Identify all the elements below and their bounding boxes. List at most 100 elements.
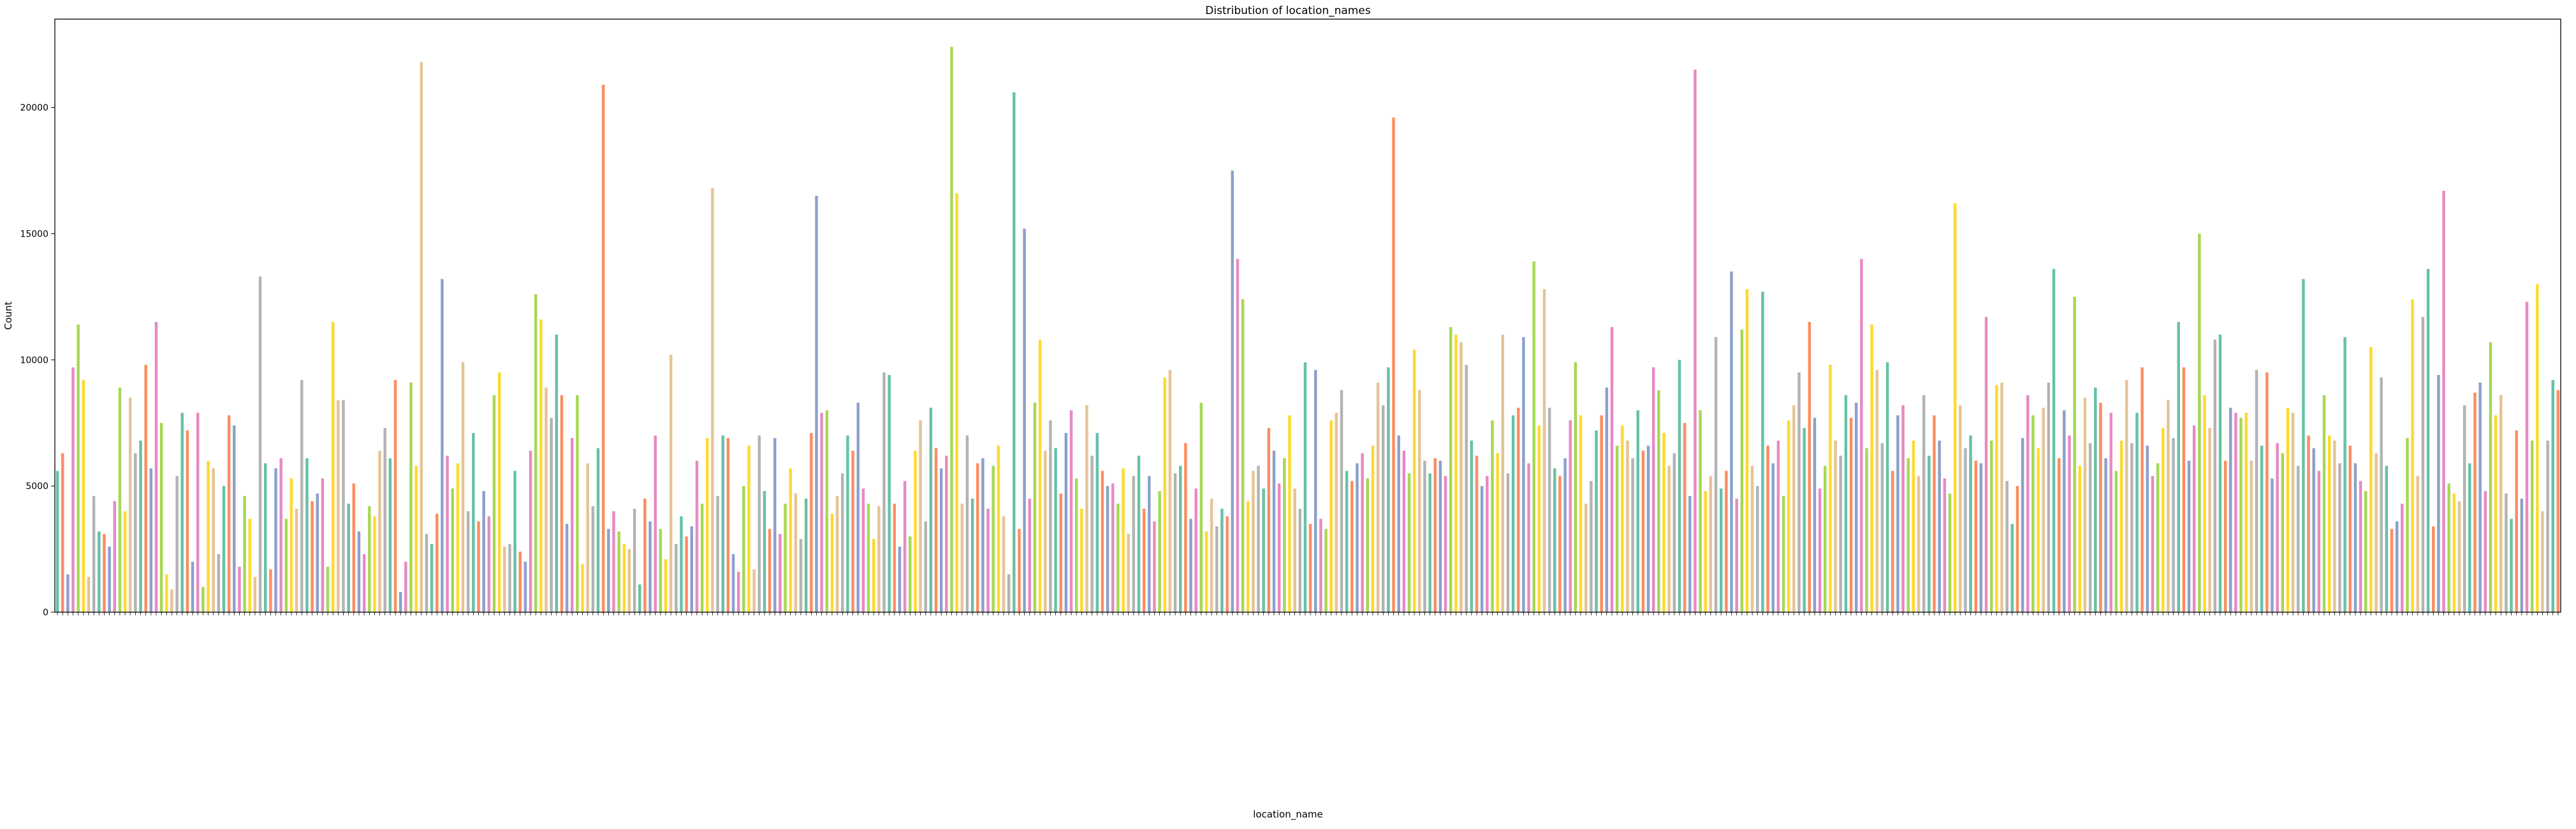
bar <box>2037 448 2040 612</box>
bar <box>139 440 142 612</box>
bar <box>1548 407 1551 612</box>
bar <box>622 544 626 612</box>
bars-group <box>55 47 2560 613</box>
bar <box>888 375 891 612</box>
bar <box>1750 466 1754 612</box>
bar <box>1173 473 1177 612</box>
bar <box>1038 339 1042 612</box>
bar <box>1651 367 1655 612</box>
bar <box>1314 370 1317 612</box>
bar <box>1803 428 1806 612</box>
bar <box>1277 483 1281 612</box>
bar <box>201 587 205 612</box>
bar <box>1782 495 1785 612</box>
bar <box>2063 410 2066 612</box>
bar <box>399 592 402 612</box>
bar <box>893 503 896 612</box>
bar <box>2198 233 2201 612</box>
bar <box>1626 440 1629 612</box>
bar <box>1044 450 1047 612</box>
bar <box>1974 460 1977 612</box>
bar <box>685 536 688 612</box>
bar <box>1002 516 1006 612</box>
bar <box>466 511 470 612</box>
bar <box>992 466 995 612</box>
bar <box>820 413 823 612</box>
bar <box>1438 460 1442 612</box>
bar <box>706 437 709 612</box>
bar <box>2463 405 2466 612</box>
bar <box>1959 405 1962 612</box>
bar <box>1376 382 1380 612</box>
bar <box>1303 362 1307 612</box>
bar <box>2223 460 2227 612</box>
bar <box>1969 435 1972 612</box>
bar <box>1896 415 1899 612</box>
bar <box>882 372 886 612</box>
bar <box>841 473 844 612</box>
bar <box>1537 425 1541 612</box>
bar <box>1922 395 1926 612</box>
bar <box>1272 450 1276 612</box>
bar <box>1465 365 1468 612</box>
bar <box>1979 463 1983 612</box>
bar <box>2255 370 2258 612</box>
bar <box>98 531 101 612</box>
bar <box>2130 443 2133 612</box>
bar <box>82 379 85 612</box>
bar <box>1860 258 1863 613</box>
bar <box>2406 437 2409 612</box>
bar <box>2016 486 2019 612</box>
bar <box>601 84 605 612</box>
bar <box>1018 529 1021 612</box>
bar <box>1444 476 1447 612</box>
bar <box>2141 367 2144 612</box>
x-axis-label: location_name <box>1253 809 1323 821</box>
bar <box>2281 453 2285 612</box>
bar <box>1527 463 1530 612</box>
bar <box>1621 425 1624 612</box>
bar <box>326 566 330 612</box>
bar <box>1694 70 1697 612</box>
bar <box>1641 450 1645 612</box>
bar <box>2484 491 2487 612</box>
bar <box>950 47 953 612</box>
bar <box>2250 460 2253 612</box>
bar <box>1095 433 1099 612</box>
bar <box>2317 471 2321 612</box>
bar <box>1449 326 1453 612</box>
bar <box>825 410 829 612</box>
bar <box>1059 494 1062 612</box>
bar <box>757 435 761 612</box>
bar <box>2520 498 2524 612</box>
bar <box>311 501 314 612</box>
bar <box>1912 440 1915 612</box>
bar <box>2031 415 2035 612</box>
bar <box>2026 395 2030 612</box>
bar <box>2525 302 2529 612</box>
bar <box>1605 387 1609 612</box>
bar <box>513 471 516 612</box>
bar <box>1496 453 1499 612</box>
bar <box>414 466 418 612</box>
bar <box>2541 511 2544 612</box>
bar <box>1101 471 1104 612</box>
bar <box>2218 334 2222 612</box>
bar <box>2083 397 2087 612</box>
bar <box>108 547 111 612</box>
bar <box>2302 279 2305 612</box>
bar <box>1480 486 1484 612</box>
bar <box>1849 418 1853 612</box>
bar <box>1984 316 1988 612</box>
bar <box>675 544 678 612</box>
bar <box>2119 440 2123 612</box>
bar <box>1142 508 1146 612</box>
bar <box>1257 466 1260 612</box>
bar <box>1579 415 1583 612</box>
bar <box>388 458 392 612</box>
bar <box>2494 415 2498 612</box>
bar <box>2234 413 2237 612</box>
bar <box>565 524 569 612</box>
bar <box>643 498 647 612</box>
bar <box>165 574 168 612</box>
